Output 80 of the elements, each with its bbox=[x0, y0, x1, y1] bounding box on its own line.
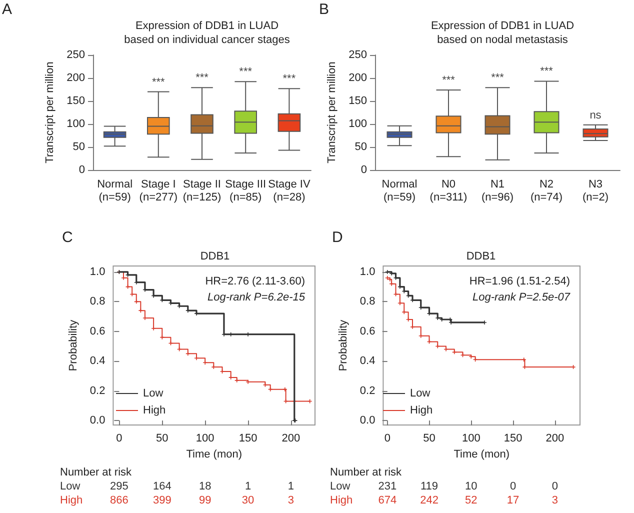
y-tick-label: 50 bbox=[72, 141, 85, 153]
text: B bbox=[319, 1, 330, 18]
x-axis-title: Time (mon) bbox=[454, 448, 510, 460]
y-tick-label: 100 bbox=[348, 118, 367, 130]
x-tick-label: 150 bbox=[238, 432, 258, 444]
text: D bbox=[332, 229, 343, 246]
x-tick-label: 0 bbox=[384, 432, 390, 444]
x-tick-label: N2 (n=74) bbox=[530, 178, 563, 204]
y-tick-label: 150 bbox=[66, 95, 85, 107]
annotation: *** bbox=[196, 72, 210, 84]
legend-label: Low bbox=[143, 388, 164, 400]
x-tick-label: 50 bbox=[423, 432, 436, 444]
annotation: HR=1.96 (1.51-2.54) bbox=[469, 276, 570, 288]
legend-label: Low bbox=[410, 388, 430, 400]
annotation: Log-rank P=6.2e-15 bbox=[207, 292, 306, 304]
text: Number at risk bbox=[330, 466, 402, 478]
annotation: ns bbox=[590, 109, 602, 122]
x-tick-label: 100 bbox=[462, 432, 480, 444]
text: Low 295 164 18 1 1 bbox=[60, 480, 294, 492]
y-axis-title: Probability bbox=[68, 319, 80, 372]
x-axis-title: Time (mon) bbox=[186, 448, 242, 460]
legend-label: High bbox=[143, 404, 166, 416]
legend-label: High bbox=[410, 404, 433, 416]
y-tick-label: 50 bbox=[354, 141, 367, 153]
annotation: *** bbox=[491, 72, 505, 84]
annotation: *** bbox=[282, 73, 296, 86]
y-axis-title: Probability bbox=[338, 319, 350, 372]
x-tick-label: 200 bbox=[546, 432, 564, 444]
chart-title: DDB1 bbox=[466, 250, 496, 262]
text: High 866 399 99 30 3 bbox=[60, 494, 294, 506]
y-tick-label: 0.2 bbox=[90, 384, 106, 397]
y-tick-label: 250 bbox=[66, 49, 85, 61]
annotation: HR=2.76 (2.11-3.60) bbox=[205, 276, 306, 288]
chart-title: DDB1 bbox=[200, 250, 230, 262]
y-tick-label: 0.6 bbox=[90, 325, 106, 338]
x-tick-label: 100 bbox=[196, 432, 214, 444]
y-axis-title: Transcript per million bbox=[326, 62, 338, 164]
x-tick-label: 150 bbox=[504, 432, 522, 444]
text: A bbox=[2, 1, 12, 18]
y-tick-label: 150 bbox=[348, 95, 367, 107]
y-tick-label: 0.0 bbox=[360, 414, 376, 427]
x-tick-label: Stage IV (n=28) bbox=[268, 178, 311, 204]
y-tick-label: 0.4 bbox=[90, 355, 106, 368]
x-tick-label: Normal (n=59) bbox=[97, 178, 133, 204]
y-tick-label: 0.4 bbox=[360, 355, 376, 368]
chart-title: Expression of DDB1 in LUAD based on individual cancer stages bbox=[124, 20, 290, 46]
y-tick-label: 0 bbox=[360, 164, 367, 176]
x-tick-label: 50 bbox=[156, 432, 168, 444]
y-tick-label: 0.0 bbox=[90, 414, 106, 427]
text: High 674 242 52 17 3 bbox=[330, 494, 558, 506]
y-tick-label: 1.0 bbox=[90, 266, 106, 278]
annotation: *** bbox=[152, 76, 166, 88]
y-tick-label: 0.8 bbox=[360, 296, 376, 308]
y-tick-label: 0.2 bbox=[360, 384, 376, 397]
y-tick-label: 200 bbox=[66, 72, 85, 84]
text: Low 231 119 10 0 0 bbox=[330, 480, 558, 492]
x-tick-label: Stage III (n=85) bbox=[225, 178, 266, 204]
chart-title: Expression of DDB1 in LUAD based on nodal metastasis bbox=[430, 20, 574, 46]
y-tick-label: 0.6 bbox=[360, 325, 376, 338]
y-tick-label: 100 bbox=[66, 118, 85, 130]
x-tick-label: 200 bbox=[282, 432, 300, 444]
y-tick-label: 250 bbox=[348, 49, 367, 61]
y-axis-title: Transcript per million bbox=[44, 62, 56, 164]
annotation: *** bbox=[442, 74, 456, 86]
x-tick-label: N1 (n=96) bbox=[481, 178, 514, 204]
x-tick-label: Stage II (n=125) bbox=[182, 178, 222, 204]
text: Number at risk bbox=[60, 466, 132, 478]
x-tick-label: N0 (n=311) bbox=[430, 178, 468, 204]
y-tick-label: 1.0 bbox=[360, 266, 376, 278]
x-tick-label: Normal (n=59) bbox=[382, 178, 418, 204]
annotation: Log-rank P=2.5e-07 bbox=[472, 292, 571, 304]
y-tick-label: 0.8 bbox=[90, 296, 106, 308]
y-tick-label: 0 bbox=[78, 164, 85, 176]
annotation: *** bbox=[540, 66, 554, 78]
y-tick-label: 200 bbox=[348, 72, 367, 84]
x-tick-label: 0 bbox=[116, 432, 122, 444]
x-tick-label: N3 (n=2) bbox=[582, 178, 608, 204]
annotation: *** bbox=[239, 66, 253, 78]
text: C bbox=[62, 229, 73, 246]
x-tick-label: Stage I (n=277) bbox=[139, 178, 178, 204]
